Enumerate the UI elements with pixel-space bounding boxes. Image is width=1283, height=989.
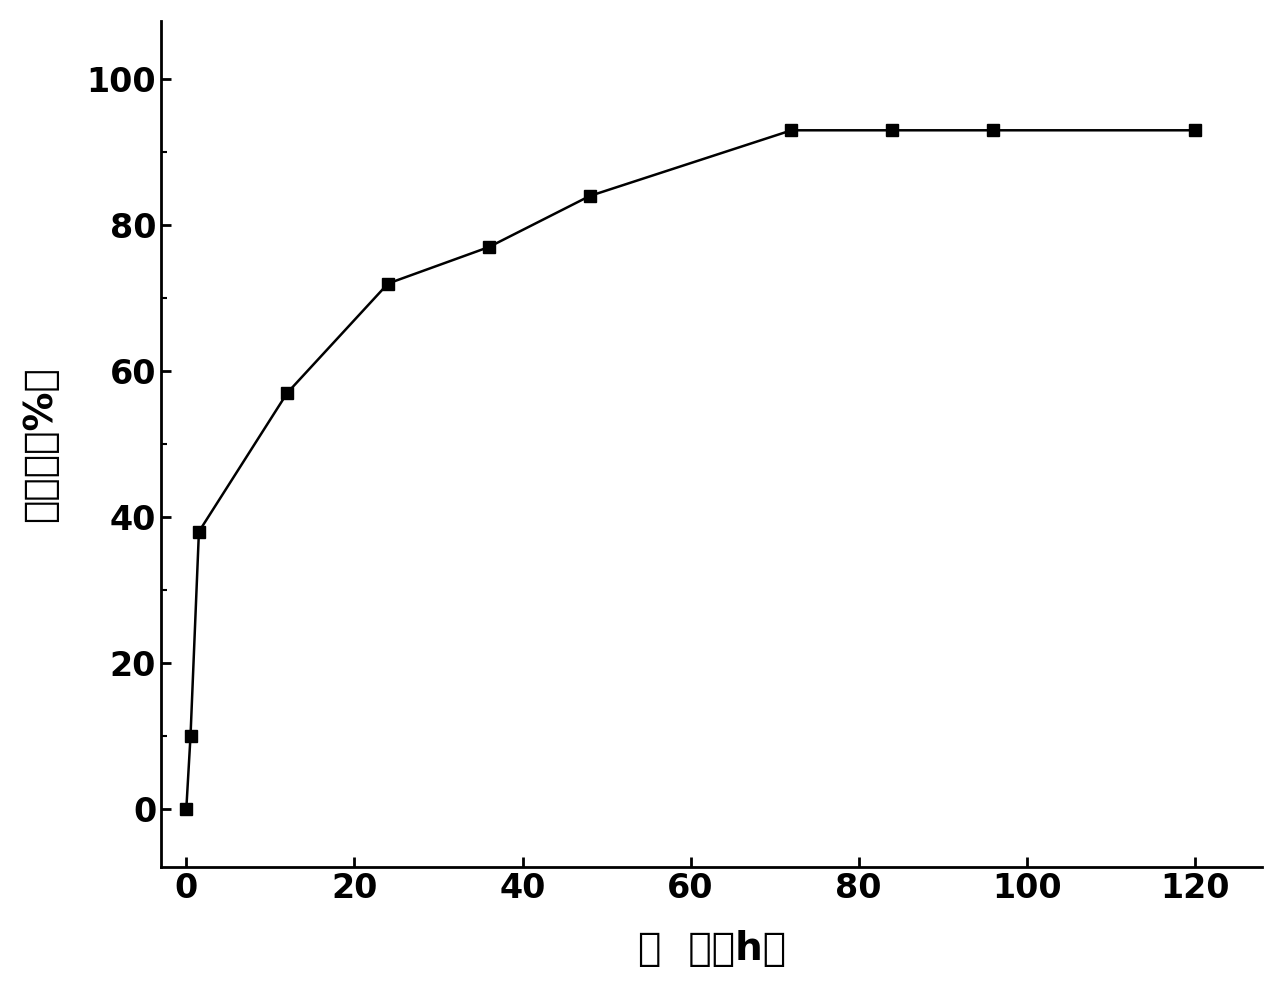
X-axis label: 时  间（h）: 时 间（h） [638,931,785,968]
Y-axis label: 转化率（%）: 转化率（%） [21,366,59,522]
